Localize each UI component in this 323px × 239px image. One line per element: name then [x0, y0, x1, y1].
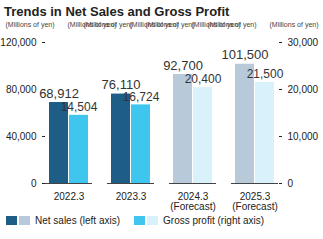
svg-text:2023.3: 2023.3: [116, 191, 147, 202]
svg-text:68,912: 68,912: [39, 86, 79, 101]
svg-text:2025.3(Forecast): 2025.3(Forecast): [232, 191, 278, 212]
svg-text:(Millions of yen): (Millions of yen): [269, 21, 318, 29]
svg-text:(Millions of yen): (Millions of yen): [83, 21, 132, 29]
svg-text:10,000: 10,000: [288, 131, 319, 142]
svg-text:76,110: 76,110: [101, 77, 141, 93]
html-text:Net sales (left axis): Net sales (left axis): [35, 215, 120, 226]
svg-text:30,000: 30,000: [288, 37, 319, 48]
svg-text:14,504: 14,504: [61, 100, 98, 114]
svg-text:(Millions of yen): (Millions of yen): [145, 21, 194, 29]
html-text:Trends in Net Sales and Gross: Trends in Net Sales and Gross Profit: [4, 4, 230, 19]
svg-text:2024.3(Forecast): 2024.3(Forecast): [170, 191, 216, 212]
svg-text:(Millions of yen): (Millions of yen): [207, 21, 256, 29]
svg-text:120,000: 120,000: [0, 37, 37, 48]
svg-text:92,700: 92,700: [163, 58, 203, 73]
html-text:Gross profit (right axis): Gross profit (right axis): [163, 215, 265, 226]
svg-text:101,500: 101,500: [222, 47, 269, 62]
svg-text:20,000: 20,000: [288, 84, 319, 95]
svg-text:(Millions of yen): (Millions of yen): [6, 21, 55, 29]
svg-text:16,724: 16,724: [123, 90, 160, 104]
svg-text:0: 0: [288, 178, 294, 189]
svg-text:21,500: 21,500: [247, 67, 284, 81]
svg-text:0: 0: [31, 178, 37, 189]
svg-text:80,000: 80,000: [6, 84, 37, 95]
svg-text:2022.3: 2022.3: [54, 191, 85, 202]
svg-text:40,000: 40,000: [6, 131, 37, 142]
svg-text:20,400: 20,400: [185, 72, 222, 86]
